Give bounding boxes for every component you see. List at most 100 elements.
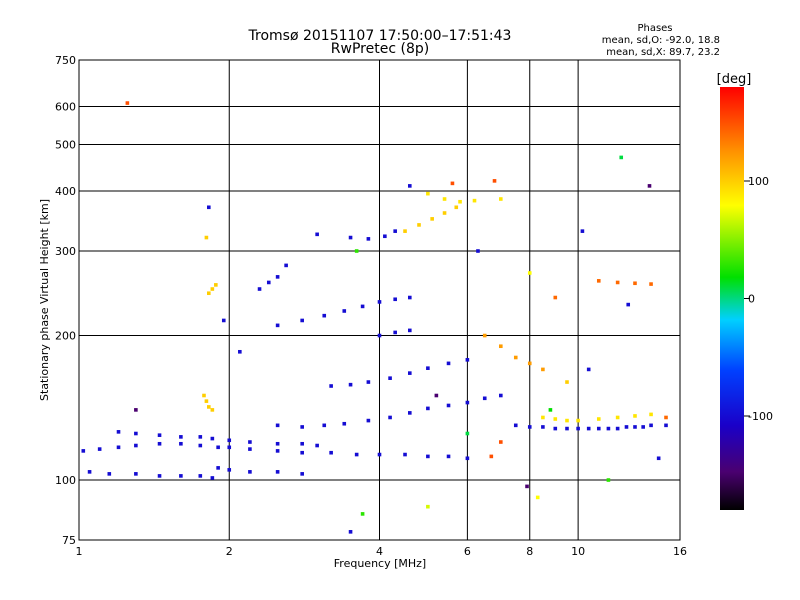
echo-point	[198, 443, 203, 448]
echo-point	[465, 456, 470, 461]
scatter-point	[407, 184, 412, 188]
echo-point	[275, 423, 280, 428]
echo-point	[426, 406, 430, 411]
echo-point	[275, 323, 280, 328]
y-axis-label: Stationary phase Virtual Height [km]	[38, 199, 51, 401]
scatter-point	[586, 367, 591, 372]
echo-point	[227, 438, 232, 443]
echo-point	[348, 235, 353, 240]
echo-point	[388, 415, 392, 420]
x-tick-label: 2	[226, 545, 233, 558]
echo-point	[553, 417, 558, 421]
echo-point	[377, 300, 382, 304]
echo-point	[227, 445, 232, 450]
echo-point	[499, 344, 503, 349]
phase-stats-x: mean, sd,X: 89.7, 23.2	[606, 47, 720, 58]
echo-point	[649, 282, 653, 286]
echo-point	[403, 229, 407, 233]
echo-point	[407, 328, 412, 333]
echo-point	[624, 425, 629, 429]
echo-point	[565, 426, 569, 431]
scatter-point	[221, 318, 226, 323]
echo-point	[198, 474, 203, 478]
x-tick-label: 10	[571, 545, 585, 558]
echo-point	[633, 425, 637, 429]
echo-point	[541, 425, 545, 429]
echo-point	[329, 384, 333, 388]
colorbar-label: [deg]	[717, 72, 752, 87]
echo-point	[430, 217, 434, 221]
x-tick-label: 4	[376, 545, 383, 558]
scatter-point	[606, 478, 611, 482]
echo-point	[633, 414, 637, 418]
echo-point	[275, 275, 280, 279]
echo-point	[210, 476, 215, 480]
scatter-point	[527, 271, 532, 275]
x-tick-label: 16	[673, 545, 687, 558]
echo-point	[157, 474, 162, 478]
echo-point	[407, 411, 412, 415]
echo-point	[354, 452, 359, 457]
echo-point	[214, 283, 218, 287]
scatter-point	[204, 235, 209, 240]
scatter-point	[489, 454, 494, 459]
scatter-point	[125, 101, 130, 105]
y-axis-ticks: 75 100 200 300 400 500 600 750	[55, 54, 76, 547]
echo-point	[541, 367, 545, 372]
echo-point	[257, 287, 262, 291]
echo-point	[393, 330, 397, 335]
y-tick-label: 750	[55, 54, 76, 67]
echo-point	[377, 333, 382, 338]
scatter-point	[284, 263, 288, 268]
y-tick-label: 100	[55, 474, 76, 487]
echo-point	[248, 447, 252, 451]
echo-point	[322, 313, 327, 318]
scatter-point	[315, 232, 319, 237]
echo-point	[576, 426, 580, 431]
echo-point	[482, 333, 487, 338]
echo-point	[179, 435, 183, 439]
echo-point	[266, 280, 271, 285]
echo-point	[227, 468, 232, 472]
echo-point	[553, 426, 558, 431]
echo-point	[407, 371, 412, 375]
echo-point	[116, 445, 121, 450]
echo-point	[315, 443, 319, 448]
plot-frame	[78, 59, 681, 541]
echo-point	[649, 412, 653, 417]
echo-point	[134, 443, 138, 448]
echo-point	[300, 472, 304, 476]
y-tick-label: 500	[55, 139, 76, 152]
echo-point	[407, 295, 412, 300]
scatter-point	[426, 504, 430, 509]
echo-point	[377, 452, 382, 457]
echo-point	[342, 309, 347, 313]
echo-point	[116, 430, 121, 434]
echo-point	[300, 425, 304, 429]
x-axis-label: Frequency [MHz]	[334, 557, 426, 570]
echo-point	[275, 441, 280, 446]
echo-point	[513, 423, 518, 428]
echo-point	[446, 403, 451, 408]
echo-point	[465, 358, 470, 362]
echo-point	[388, 376, 392, 380]
scatter-point	[450, 181, 455, 186]
colorbar-tick-label: -100	[748, 410, 773, 423]
echo-point	[383, 234, 387, 239]
x-tick-label: 6	[464, 545, 471, 558]
x-axis-ticks: 1 2 4 6 8 10 16	[76, 545, 688, 558]
x-tick-label: 1	[76, 545, 83, 558]
scatter-point	[535, 495, 540, 500]
echo-point	[134, 431, 138, 436]
echo-point	[210, 436, 215, 441]
echo-point	[97, 447, 102, 451]
scatter-point	[626, 302, 631, 307]
echo-point	[446, 454, 451, 459]
scatter-point	[348, 530, 353, 534]
scatter-point	[525, 484, 529, 489]
echo-point	[499, 197, 503, 201]
scatter-point	[664, 415, 668, 420]
chart-subtitle: RwPretec (8p)	[331, 41, 429, 57]
echo-point	[157, 441, 162, 446]
